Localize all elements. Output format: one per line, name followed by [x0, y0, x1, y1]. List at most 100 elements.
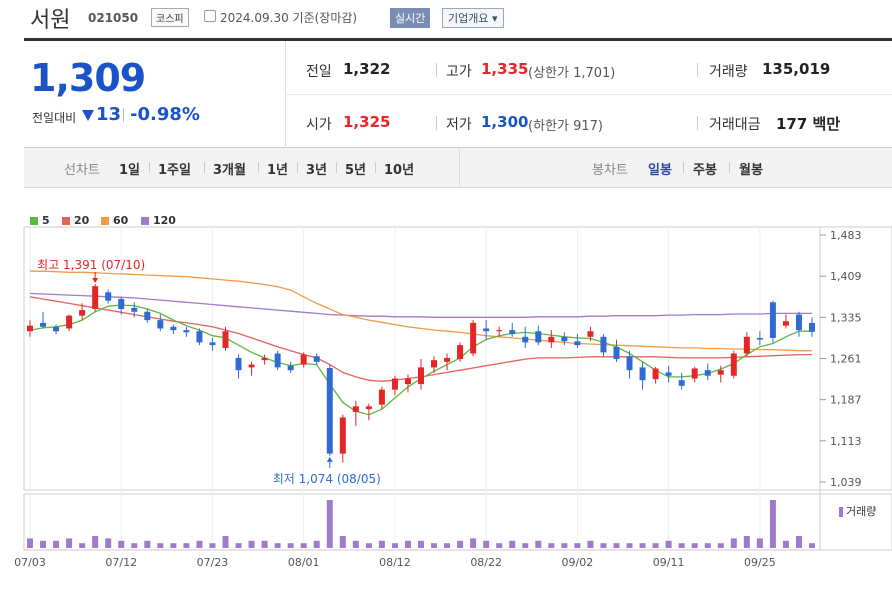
volume-bar	[183, 543, 190, 548]
volume-bar	[522, 543, 529, 548]
candle-body	[535, 331, 542, 343]
candle-body	[118, 298, 125, 309]
upper-limit: (상한가 1,701)	[528, 66, 616, 81]
tab-monthly[interactable]: 월봉	[739, 163, 763, 178]
candle-body	[704, 370, 711, 376]
tab-10y[interactable]: 10년	[384, 163, 415, 178]
volume-bar	[235, 543, 242, 548]
prev-close-value: 1,322	[343, 60, 391, 78]
y-tick-label: 1,113	[830, 435, 862, 448]
candle-body	[287, 365, 294, 371]
calendar-icon	[204, 10, 216, 22]
company-overview-dropdown[interactable]: 기업개요 ▾	[442, 8, 504, 28]
volume-bar	[105, 538, 112, 548]
candle-body	[809, 322, 815, 332]
volume-label: 거래량	[709, 64, 748, 80]
volume-bar	[300, 543, 307, 548]
tab-3m[interactable]: 3개월	[213, 163, 246, 178]
candle-body	[756, 337, 763, 340]
candle-body	[66, 315, 73, 329]
low-annotation: 최저 1,074 (08/05)	[273, 472, 381, 486]
prev-close-label: 전일	[306, 64, 332, 80]
x-tick-label: 09/25	[744, 556, 776, 569]
market-badge: 코스피	[151, 8, 189, 27]
amount-label: 거래대금	[709, 117, 761, 133]
candle-body	[222, 331, 229, 348]
divider	[436, 63, 437, 77]
y-tick-label: 1,187	[830, 394, 862, 407]
date-text: 2024.09.30 기준(장마감)	[220, 11, 358, 25]
x-tick-label: 07/03	[14, 556, 46, 569]
volume-legend: 거래량	[839, 503, 876, 519]
candlestick-chart[interactable]: 1,483 1,409 1,335 1,261 1,187 1,113 1,039 07/03…	[0, 188, 892, 597]
volume-bar	[600, 543, 607, 548]
high-label: 고가	[446, 64, 472, 80]
candle-body	[261, 357, 268, 361]
low-value: 1,300	[481, 113, 529, 131]
volume-bar	[144, 540, 151, 548]
y-tick-label: 1,409	[830, 270, 862, 283]
volume-bar	[457, 540, 464, 548]
volume-bar	[717, 543, 724, 548]
divider	[436, 116, 437, 130]
candle-body	[209, 342, 216, 346]
tab-daily[interactable]: 일봉	[648, 163, 672, 178]
candle-body	[691, 368, 698, 379]
candle-body	[717, 370, 724, 375]
high-value: 1,335	[481, 60, 529, 78]
volume-bar	[365, 543, 372, 548]
tab-weekly[interactable]: 주봉	[693, 163, 717, 178]
tab-1w[interactable]: 1주일	[158, 163, 191, 178]
candle-body	[639, 367, 646, 381]
volume-bar	[391, 543, 398, 548]
volume-bar	[561, 543, 568, 548]
candle-body	[626, 356, 633, 371]
candle-body	[548, 336, 555, 343]
volume-bar	[639, 543, 646, 548]
volume-bar	[678, 543, 685, 548]
low-arrow-head	[326, 456, 333, 462]
legend-ma20: 20	[62, 214, 89, 227]
volume-bar	[743, 536, 750, 548]
candle-body	[431, 360, 438, 368]
candle-body	[782, 321, 789, 326]
candle-body	[365, 406, 372, 410]
realtime-button[interactable]: 실시간	[390, 8, 431, 28]
volume-bar	[483, 540, 490, 548]
high-arrow-head	[92, 277, 99, 283]
amount-value: 177 백만	[776, 115, 841, 133]
volume-bar	[196, 540, 203, 548]
low-label: 저가	[446, 117, 472, 133]
tab-5y[interactable]: 5년	[345, 163, 367, 178]
tab-1d[interactable]: 1일	[119, 163, 141, 178]
change-value: 13	[96, 104, 122, 125]
candle-body	[496, 330, 503, 332]
candle-body	[730, 353, 737, 376]
candle-body	[509, 330, 516, 335]
y-tick-label: 1,039	[830, 476, 862, 489]
stock-header: 서원 021050 코스피 2024.09.30 기준(장마감) 실시간 기업개…	[0, 0, 892, 38]
volume-bar	[326, 500, 333, 548]
volume-bar	[222, 536, 229, 548]
volume-bar	[418, 540, 424, 548]
volume-bar	[79, 543, 86, 548]
candle-body	[157, 320, 164, 329]
tab-3y[interactable]: 3년	[306, 163, 328, 178]
x-tick-label: 09/02	[562, 556, 594, 569]
candle-body	[678, 380, 685, 386]
candle-body	[170, 326, 177, 331]
candle-body	[418, 367, 424, 385]
x-tick-label: 08/22	[470, 556, 502, 569]
price-plot-frame	[23, 226, 892, 491]
volume-bar	[131, 543, 138, 548]
tab-1y[interactable]: 1년	[267, 163, 289, 178]
candle-body	[457, 345, 464, 360]
down-triangle-icon	[82, 110, 94, 121]
y-tick-label: 1,483	[830, 229, 862, 242]
candle-body	[131, 307, 138, 312]
volume-bar	[40, 540, 47, 548]
change-label: 전일대비	[32, 111, 77, 125]
divider	[697, 63, 698, 77]
line-chart-label: 선차트	[64, 163, 100, 178]
candle-body	[378, 389, 385, 405]
